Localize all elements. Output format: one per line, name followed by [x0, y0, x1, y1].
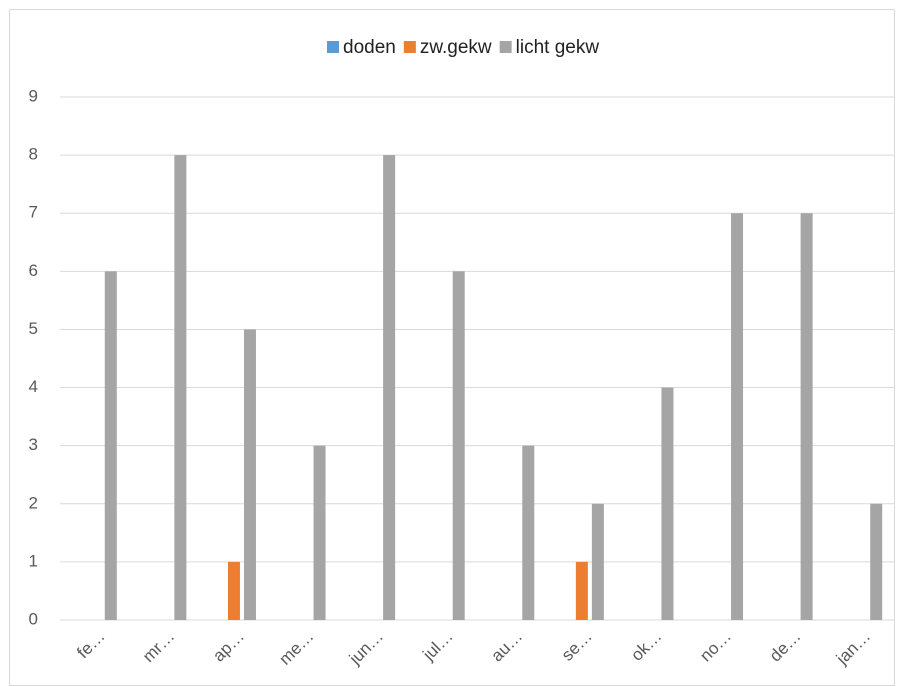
bar — [383, 155, 396, 620]
bar — [174, 155, 187, 620]
legend-label: doden — [343, 37, 396, 58]
y-tick-label: 3 — [29, 435, 38, 454]
bar — [227, 561, 240, 620]
legend-label: licht gekw — [516, 37, 600, 58]
y-tick-label: 9 — [29, 86, 38, 105]
bar — [591, 503, 604, 620]
y-tick-label: 6 — [29, 261, 38, 280]
y-tick-label: 7 — [29, 203, 38, 222]
bar — [575, 561, 588, 620]
bar — [661, 387, 674, 620]
bar — [731, 213, 744, 620]
y-tick-label: 2 — [29, 493, 38, 512]
y-tick-label: 8 — [29, 145, 38, 164]
bar — [452, 271, 465, 620]
legend: doden zw.gekw licht gekw — [327, 37, 599, 58]
y-tick-label: 4 — [29, 377, 38, 396]
bar — [313, 445, 326, 620]
bar — [104, 271, 117, 620]
chart-border — [9, 9, 895, 686]
y-tick-label: 5 — [29, 319, 38, 338]
bar — [522, 445, 535, 620]
legend-swatch — [499, 41, 512, 53]
legend-label: zw.gekw — [420, 37, 492, 58]
legend-swatch — [327, 41, 339, 53]
bar — [800, 213, 813, 620]
legend-swatch — [403, 41, 416, 53]
y-tick-label: 0 — [29, 609, 38, 628]
y-tick-label: 1 — [29, 551, 38, 570]
bar — [243, 329, 256, 620]
bar — [870, 503, 883, 620]
